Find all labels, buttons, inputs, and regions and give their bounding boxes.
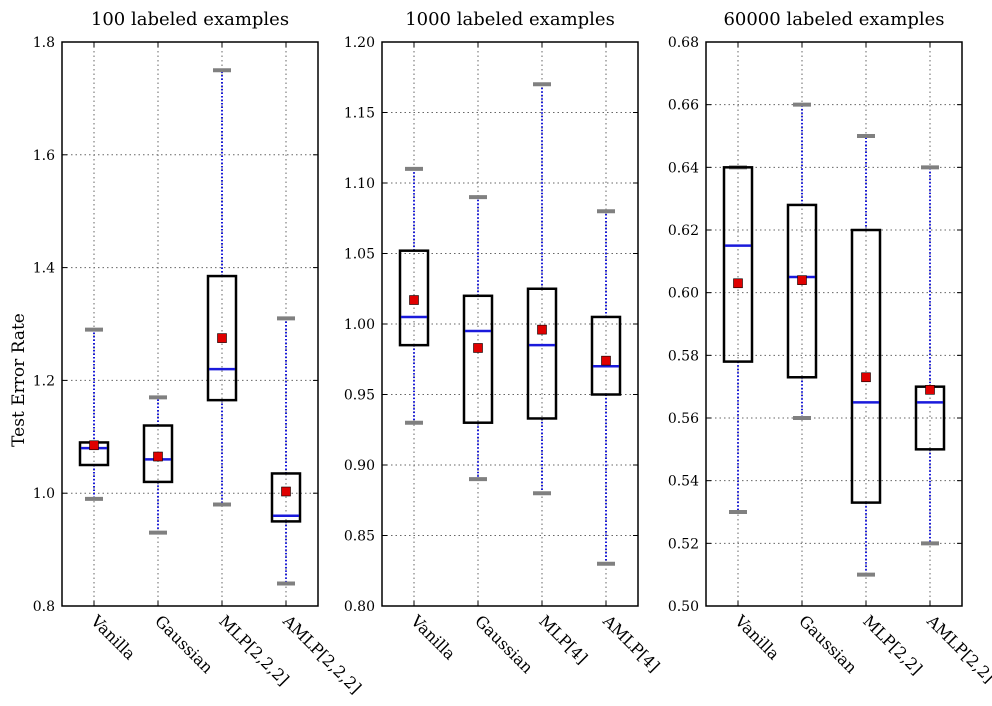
mean-marker [153, 451, 163, 462]
box-4 [270, 316, 302, 586]
y-tick-label: 1.2 [33, 373, 55, 389]
mean-marker [89, 440, 99, 451]
y-tick-label: 0.66 [668, 98, 699, 114]
x-category-label: Gaussian [795, 611, 861, 677]
x-category-label: Vanilla [86, 611, 139, 664]
box-iqr [398, 249, 430, 347]
y-tick-label: 0.64 [668, 160, 699, 176]
mean-marker [473, 343, 483, 353]
y-tick-label: 0.8 [33, 599, 55, 615]
box-4 [590, 209, 622, 566]
box-iqr [722, 166, 754, 363]
x-category-label: MLP[2,2] [859, 611, 926, 678]
chart-title: 60000 labeled examples [723, 9, 944, 30]
x-category-label: Vanilla [406, 611, 459, 664]
y-tick-label: 1.05 [344, 247, 375, 263]
x-category-label: Vanilla [730, 611, 783, 664]
box-iqr [850, 228, 882, 504]
x-category-label: AMLP[4] [598, 611, 663, 676]
chart-panel-1: 100 labeled examples 0.8 1.0 1.2 1.4 1.6 1.8 Va… [33, 9, 365, 697]
y-tick-label: 0.50 [668, 599, 699, 615]
mean-marker [537, 324, 547, 335]
mean-marker [281, 486, 291, 497]
axes-frame [705, 41, 963, 607]
y-tick-label: 1.20 [344, 35, 375, 51]
x-category-label: Gaussian [151, 611, 217, 677]
chart-panel-2: 1000 labeled examples 0.80 0.85 0.90 0.95 1.0… [344, 9, 664, 677]
y-tick-label: 1.0 [33, 486, 55, 502]
box-iqr [786, 203, 818, 379]
box-iqr [270, 472, 302, 523]
box-2 [786, 102, 818, 420]
y-tick-label: 1.6 [33, 148, 55, 164]
mean-marker [601, 355, 611, 366]
box-iqr [206, 274, 238, 402]
chart-title: 1000 labeled examples [405, 9, 615, 30]
chart-title: 100 labeled examples [91, 9, 289, 30]
mean-marker [925, 384, 935, 395]
y-tick-label: 0.90 [344, 458, 375, 474]
y-tick-label: 0.80 [344, 599, 375, 615]
mean-marker [409, 295, 419, 305]
y-tick-label: 0.60 [668, 286, 699, 302]
box-2 [142, 395, 174, 535]
y-tick-label: 0.54 [668, 474, 699, 490]
box-iqr [526, 287, 558, 420]
y-tick-label: 0.58 [668, 348, 699, 364]
chart-panels: 100 labeled examples 0.8 1.0 1.2 1.4 1.6 1.8 Va… [33, 9, 992, 697]
y-tick-label: 0.62 [668, 223, 699, 239]
box-iqr [462, 294, 494, 424]
mean-marker [217, 333, 227, 343]
y-tick-label: 0.85 [344, 529, 375, 545]
y-axis-label: Test Error Rate [9, 313, 29, 447]
box-1 [398, 166, 430, 425]
box-4 [914, 165, 946, 546]
x-category-label: MLP[4] [535, 611, 591, 667]
box-1 [78, 327, 110, 501]
box-iqr [590, 315, 622, 396]
y-tick-label: 1.4 [33, 261, 55, 277]
y-tick-label: 1.15 [344, 106, 375, 122]
x-category-label: AMLP[2,2,2] [278, 611, 365, 698]
x-category-label: Gaussian [471, 611, 537, 677]
box-iqr [914, 385, 946, 451]
box-3 [206, 68, 238, 507]
mean-marker [861, 372, 871, 383]
box-1 [722, 165, 754, 514]
y-tick-label: 1.00 [344, 317, 375, 333]
box-2 [462, 195, 494, 482]
y-tick-label: 0.52 [668, 536, 699, 552]
chart-panel-3: 60000 labeled examples 0.50 0.52 0.54 0.56 0.… [668, 9, 992, 687]
mean-marker [797, 275, 807, 285]
y-tick-label: 1.8 [33, 35, 55, 51]
box-iqr [142, 424, 174, 484]
axes-frame [61, 41, 319, 607]
axes-frame [381, 41, 639, 607]
box-3 [850, 134, 882, 577]
y-tick-label: 0.95 [344, 388, 375, 404]
mean-marker [733, 278, 743, 289]
y-tick-label: 0.56 [668, 411, 699, 427]
y-tick-label: 0.68 [668, 35, 699, 51]
x-category-label: AMLP[2,2] [922, 611, 992, 687]
box-3 [526, 82, 558, 496]
y-tick-label: 1.10 [344, 176, 375, 192]
